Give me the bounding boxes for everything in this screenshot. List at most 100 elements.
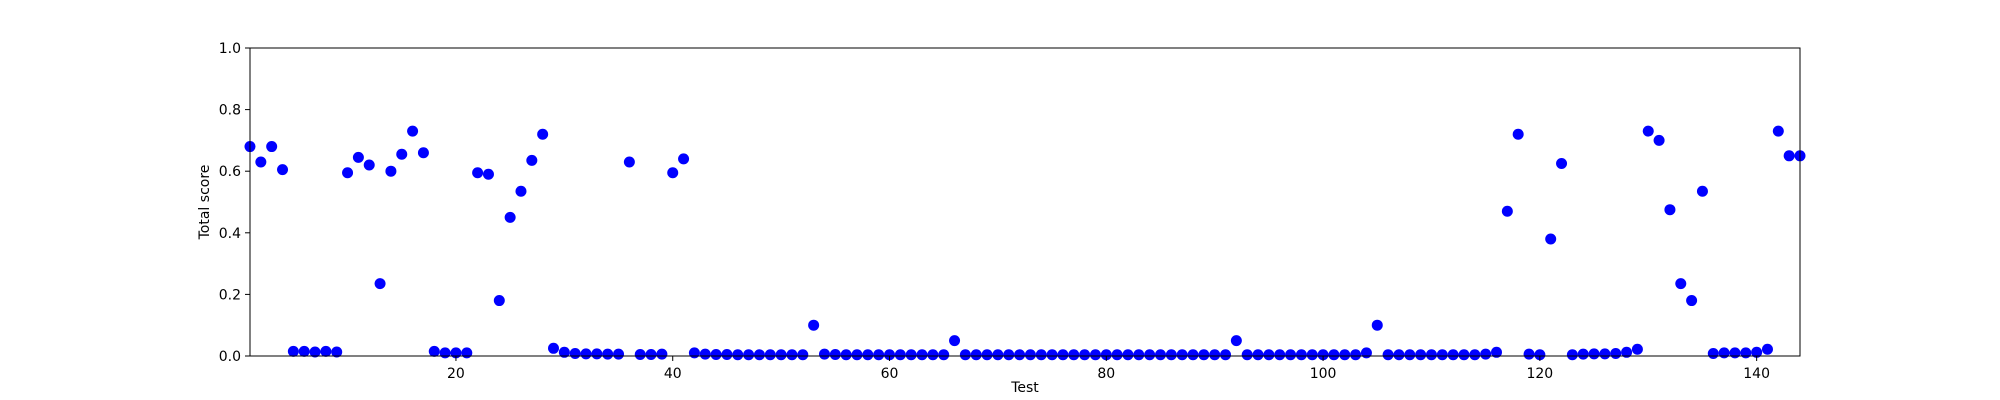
x-tick-label: 60	[881, 366, 899, 382]
data-point	[1664, 204, 1676, 216]
data-point	[1274, 349, 1286, 361]
data-point	[417, 147, 429, 159]
data-point	[743, 349, 755, 361]
y-axis-ticks: 0.0 0.2 0.4 0.6 0.8 1.0	[219, 41, 250, 365]
data-point	[981, 349, 993, 361]
data-point	[1696, 185, 1708, 197]
data-point	[374, 278, 386, 290]
data-point	[1133, 349, 1145, 361]
data-point	[1501, 205, 1513, 217]
x-tick-label: 80	[1097, 366, 1115, 382]
data-point	[938, 349, 950, 361]
data-point	[1415, 349, 1427, 361]
data-point	[1079, 349, 1091, 361]
data-point	[277, 164, 289, 176]
x-tick-label: 40	[664, 366, 682, 382]
data-point	[1425, 349, 1437, 361]
y-tick-label: 0.0	[219, 349, 241, 365]
data-point	[526, 154, 538, 166]
x-tick-label: 100	[1310, 366, 1337, 382]
data-point	[786, 349, 798, 361]
data-point	[320, 345, 332, 357]
data-point	[558, 346, 570, 358]
data-point	[1545, 233, 1557, 245]
data-point	[1317, 349, 1329, 361]
data-point	[1556, 158, 1568, 169]
data-point	[1089, 349, 1101, 361]
data-point	[645, 348, 657, 360]
y-tick-label: 0.4	[219, 226, 241, 242]
data-point	[797, 349, 809, 361]
y-tick-label: 0.8	[219, 103, 241, 119]
x-tick-label: 20	[447, 366, 465, 382]
data-point	[1295, 349, 1307, 361]
data-point	[309, 346, 321, 358]
data-point	[1144, 349, 1156, 361]
data-point	[1642, 125, 1654, 137]
data-point	[1111, 349, 1123, 361]
data-point	[1675, 278, 1687, 290]
data-point	[678, 153, 690, 165]
data-point	[623, 156, 635, 168]
data-point	[1003, 349, 1015, 361]
data-point	[959, 349, 971, 361]
data-point	[1404, 349, 1416, 361]
data-point	[569, 348, 581, 360]
x-tick-label: 140	[1743, 366, 1770, 382]
data-point	[1350, 349, 1362, 361]
data-point	[1024, 349, 1036, 361]
data-point	[808, 319, 820, 331]
data-point	[461, 347, 473, 359]
data-point	[775, 349, 787, 361]
data-point	[829, 348, 841, 360]
data-point	[656, 348, 668, 360]
data-point	[1480, 348, 1492, 360]
data-point	[1220, 349, 1232, 361]
data-point	[667, 167, 679, 179]
data-point	[1068, 349, 1080, 361]
data-point	[1588, 348, 1600, 360]
y-tick-label: 1.0	[219, 41, 241, 57]
data-point	[385, 165, 397, 177]
data-point	[1729, 347, 1741, 359]
data-point	[548, 342, 559, 354]
data-point	[873, 349, 885, 361]
data-point	[1610, 348, 1622, 360]
data-point	[407, 125, 419, 137]
data-point	[1306, 349, 1318, 361]
data-points	[244, 125, 1806, 361]
data-point	[1360, 347, 1372, 359]
x-axis-ticks: 20 40 60 80 100 120 140	[447, 356, 1770, 382]
data-point	[1512, 128, 1524, 140]
data-point	[1241, 349, 1253, 361]
data-point	[537, 128, 549, 140]
data-point	[764, 349, 776, 361]
data-point	[710, 348, 722, 360]
plot-frame	[249, 47, 1801, 357]
data-point	[634, 348, 646, 360]
y-tick-label: 0.2	[219, 287, 241, 303]
data-point	[1285, 349, 1297, 361]
data-point	[1534, 349, 1546, 361]
data-point	[1382, 349, 1394, 361]
data-point	[1566, 349, 1578, 361]
data-point	[1599, 348, 1611, 360]
data-point	[1447, 349, 1459, 361]
data-point	[352, 151, 364, 163]
data-point	[894, 349, 906, 361]
data-point	[1230, 335, 1242, 347]
data-point	[970, 349, 982, 361]
data-point	[721, 348, 733, 360]
data-point	[1393, 349, 1405, 361]
data-point	[1621, 346, 1633, 358]
data-point	[482, 168, 494, 180]
data-point	[818, 348, 830, 360]
data-point	[331, 346, 343, 358]
data-point	[851, 349, 863, 361]
y-axis-title: Total score	[197, 165, 213, 241]
data-point	[1436, 349, 1448, 361]
data-point	[1653, 134, 1665, 146]
data-point	[1252, 349, 1264, 361]
data-point	[916, 349, 928, 361]
data-point	[602, 348, 614, 360]
